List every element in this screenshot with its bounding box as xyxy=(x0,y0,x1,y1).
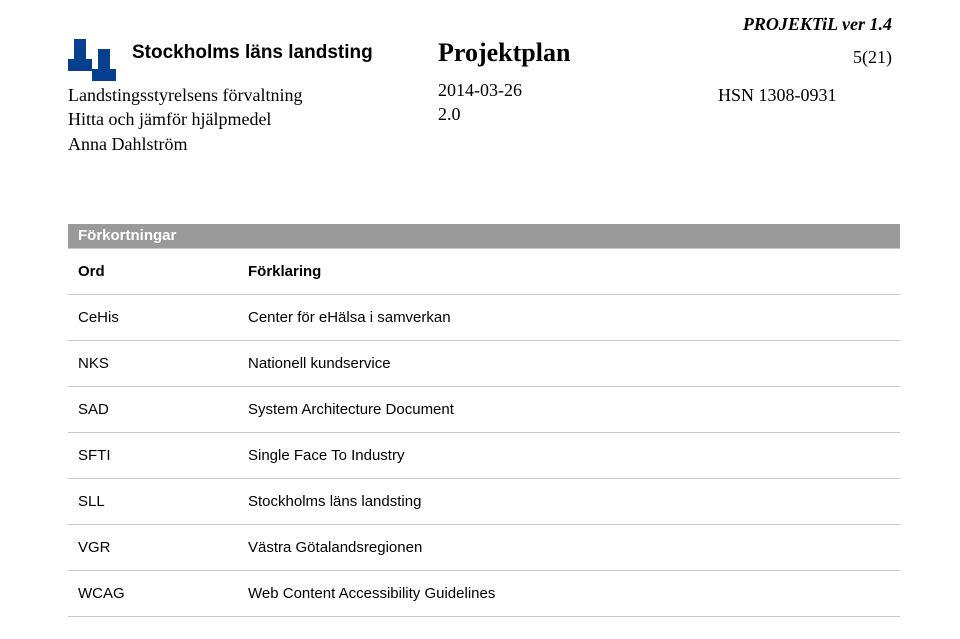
header: Stockholms läns landsting Landstingsstyr… xyxy=(68,39,900,156)
abbr-desc: System Architecture Document xyxy=(238,386,900,432)
abbr-desc: Nationell kundservice xyxy=(238,340,900,386)
abbr-desc: Single Face To Industry xyxy=(238,432,900,478)
org-line-3: Anna Dahlström xyxy=(68,132,438,156)
abbr-desc: Web Content Accessibility Guidelines xyxy=(238,570,900,616)
org-line-1: Landstingsstyrelsens förvaltning xyxy=(68,83,438,107)
sll-logo xyxy=(68,39,122,81)
title-block: Projektplan 2014-03-26 2.0 xyxy=(438,39,718,126)
table-row: NKSNationell kundservice xyxy=(68,340,900,386)
section-title: Förkortningar xyxy=(68,224,900,249)
table-row: VGRVästra Götalandsregionen xyxy=(68,524,900,570)
abbr-term: VGR xyxy=(68,524,238,570)
document-version: 2.0 xyxy=(438,102,718,126)
abbr-desc: Västra Götalandsregionen xyxy=(238,524,900,570)
document-date: 2014-03-26 xyxy=(438,78,718,102)
abbr-term: WCAG xyxy=(68,570,238,616)
abbreviations-table: Förkortningar Ord Förklaring CeHisCenter… xyxy=(68,224,900,617)
abbr-term: SAD xyxy=(68,386,238,432)
col-header-desc: Förklaring xyxy=(238,248,900,294)
abbr-term: CeHis xyxy=(68,294,238,340)
org-line-2: Hitta och jämför hjälpmedel xyxy=(68,107,438,131)
reference-number: HSN 1308-0931 xyxy=(718,39,853,106)
table-row: SADSystem Architecture Document xyxy=(68,386,900,432)
abbreviations-section: Förkortningar Ord Förklaring CeHisCenter… xyxy=(68,224,900,617)
table-row: CeHisCenter för eHälsa i samverkan xyxy=(68,294,900,340)
table-row: SFTISingle Face To Industry xyxy=(68,432,900,478)
abbr-term: SFTI xyxy=(68,432,238,478)
document-title: Projektplan xyxy=(438,39,718,68)
org-name: Stockholms läns landsting xyxy=(132,39,373,63)
abbr-term: NKS xyxy=(68,340,238,386)
org-block: Stockholms läns landsting Landstingsstyr… xyxy=(68,39,438,156)
version-banner: PROJEKTiL ver 1.4 xyxy=(68,14,900,35)
table-row: WCAGWeb Content Accessibility Guidelines xyxy=(68,570,900,616)
page-indicator: 5(21) xyxy=(853,39,900,68)
abbr-term: SLL xyxy=(68,478,238,524)
col-header-term: Ord xyxy=(68,248,238,294)
abbr-desc: Stockholms läns landsting xyxy=(238,478,900,524)
abbr-desc: Center för eHälsa i samverkan xyxy=(238,294,900,340)
table-row: SLLStockholms läns landsting xyxy=(68,478,900,524)
